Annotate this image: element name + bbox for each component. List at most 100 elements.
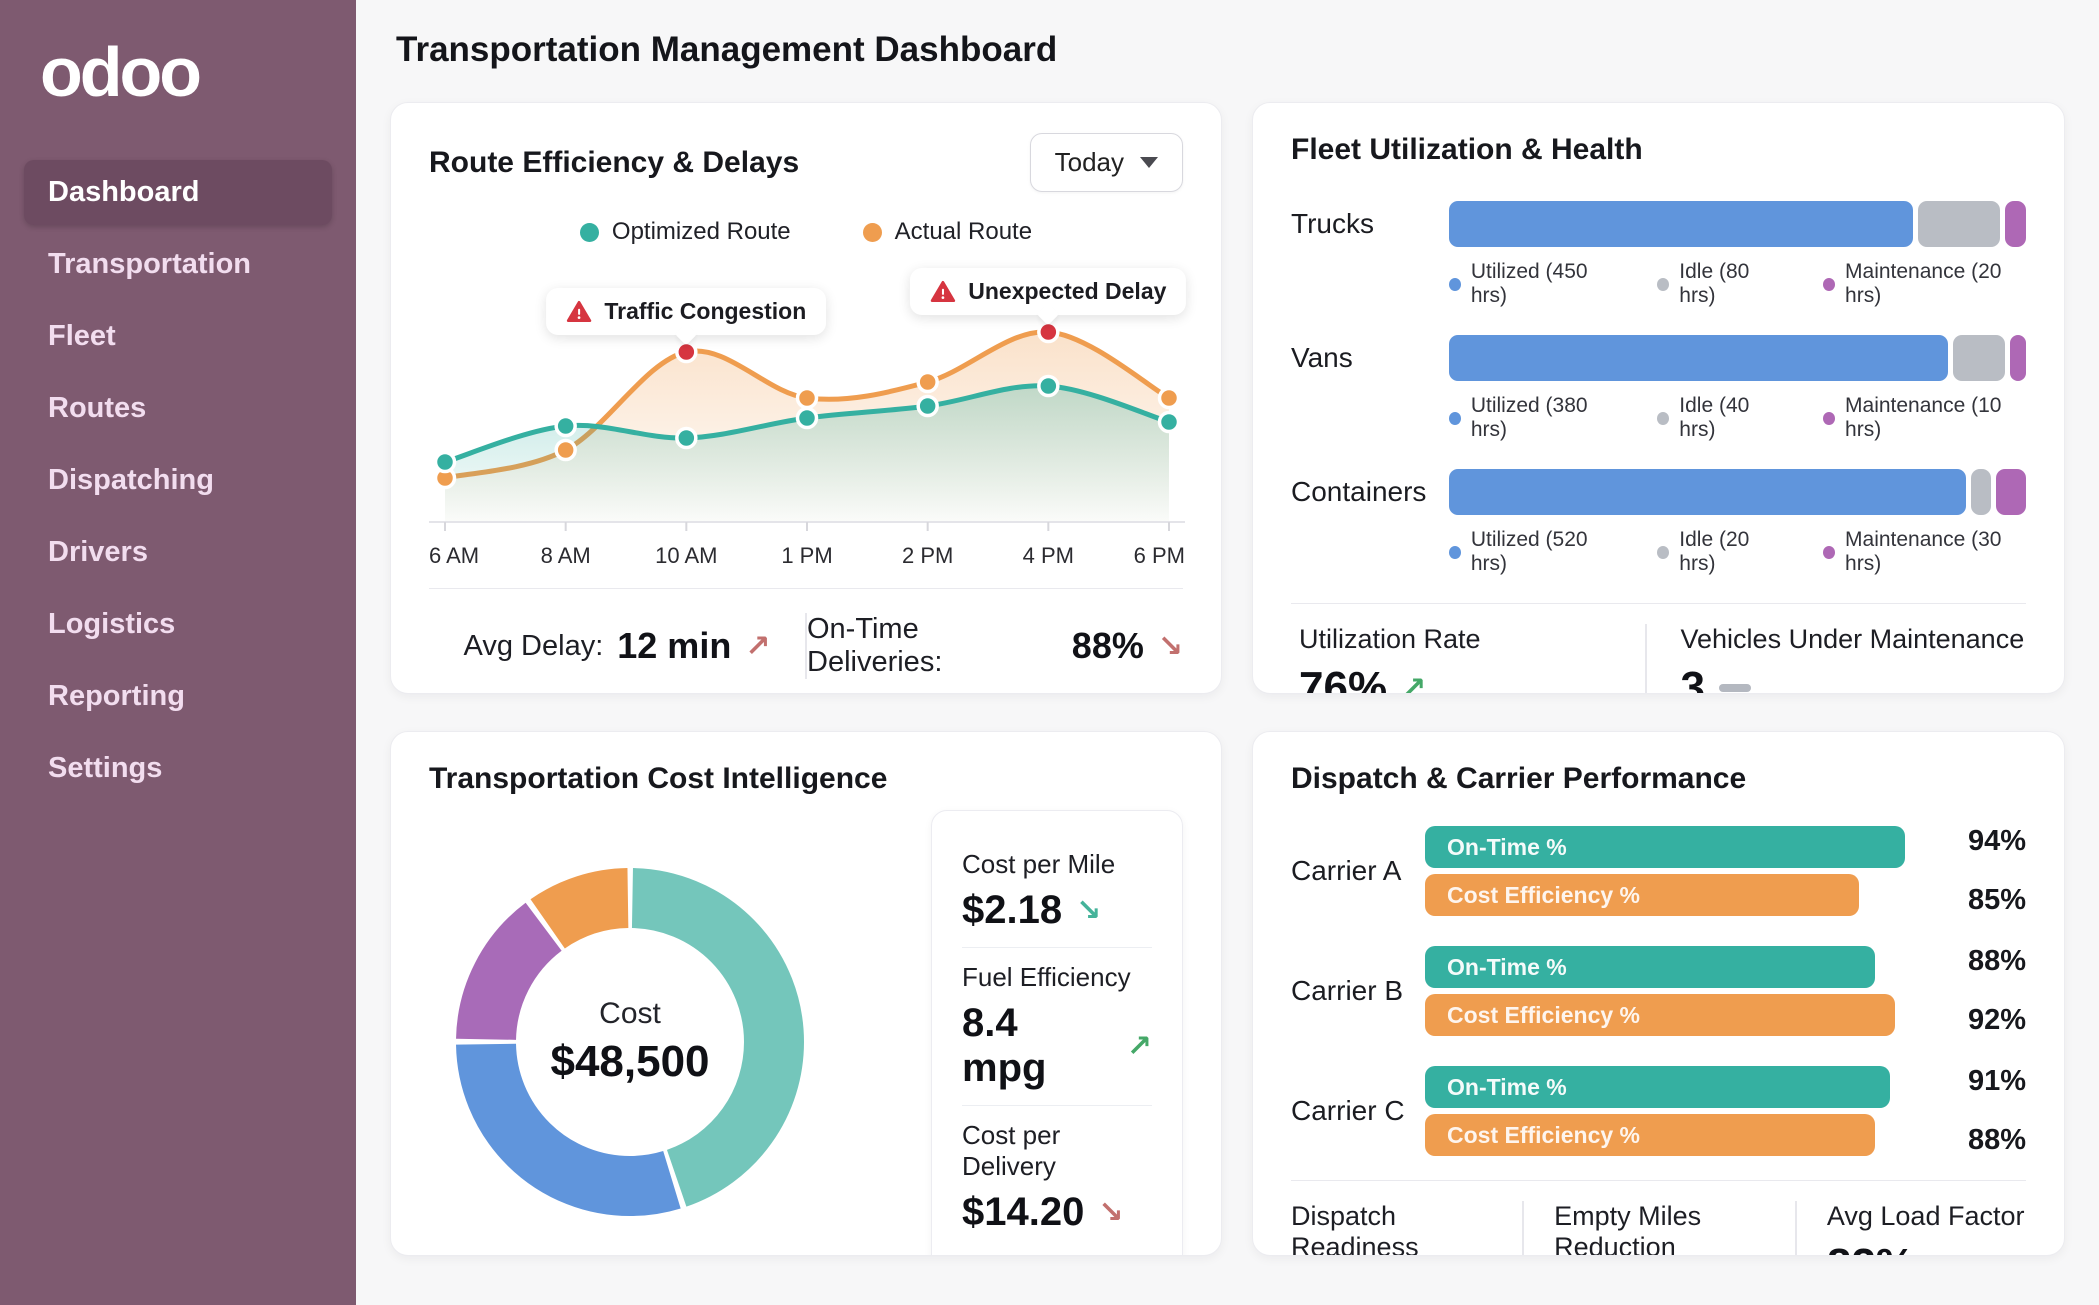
chart-annotation: Traffic Congestion bbox=[546, 288, 827, 335]
page-title: Transportation Management Dashboard bbox=[396, 30, 1058, 69]
card-title: Transportation Cost Intelligence bbox=[429, 762, 888, 795]
x-axis-label: 1 PM bbox=[781, 543, 832, 568]
legend-dot-icon bbox=[1823, 277, 1836, 291]
x-axis-label: 10 AM bbox=[655, 543, 717, 568]
cost-donut-chart: Cost $48,500 bbox=[445, 857, 815, 1227]
legend-dot-icon bbox=[1449, 277, 1461, 291]
main-content: Transportation Management Dashboard Rout… bbox=[356, 0, 2099, 1305]
chart-annotation: Unexpected Delay bbox=[910, 268, 1187, 315]
sidebar-item-logistics[interactable]: Logistics bbox=[48, 608, 176, 640]
legend-item: Utilized (380 hrs) bbox=[1449, 394, 1615, 442]
dispatch-performance-card: Dispatch & Carrier Performance Carrier A… bbox=[1252, 731, 2065, 1256]
fleet-category-label: Trucks bbox=[1291, 208, 1374, 239]
bar-label: On-Time % bbox=[1447, 953, 1567, 980]
avg-load-factor-stat: Avg Load Factor 82% bbox=[1794, 1201, 2026, 1255]
ontime-value: 88% bbox=[1071, 625, 1144, 666]
sidebar-item-reporting[interactable]: Reporting bbox=[48, 680, 185, 712]
utilization-rate-stat: Utilization Rate 76% ↗ bbox=[1291, 624, 1645, 693]
sidebar-item-fleet[interactable]: Fleet bbox=[48, 320, 116, 352]
data-point bbox=[916, 394, 939, 418]
carrier-row-b: Carrier B On-Time % Cost Efficiency % 88… bbox=[1291, 940, 2026, 1042]
bar-label: Cost Efficiency % bbox=[1447, 1121, 1640, 1148]
warning-icon bbox=[931, 280, 956, 302]
donut-center-value: $48,500 bbox=[550, 1037, 710, 1086]
legend-dot-icon bbox=[1657, 277, 1670, 291]
legend-item: Utilized (450 hrs) bbox=[1449, 260, 1615, 308]
data-point bbox=[554, 438, 577, 462]
bar-segment-maintenance bbox=[1996, 469, 2026, 515]
carrier-label: Carrier A bbox=[1291, 855, 1402, 886]
bar-label: On-Time % bbox=[1447, 833, 1567, 860]
carrier-bars-chart: Carrier A On-Time % Cost Efficiency % 94… bbox=[1291, 820, 2026, 1162]
fuel-efficiency-label: Fuel Efficiency bbox=[962, 962, 1131, 992]
sidebar-item-transportation[interactable]: Transportation bbox=[48, 248, 252, 280]
utilization-rate-label: Utilization Rate bbox=[1299, 624, 1481, 654]
bar-label: Cost Efficiency % bbox=[1447, 881, 1640, 908]
cost-per-mile-value: $2.18 bbox=[962, 888, 1063, 932]
legend-item: Utilized (520 hrs) bbox=[1449, 528, 1615, 576]
data-point bbox=[795, 406, 819, 430]
bar-segment-idle bbox=[1971, 469, 1992, 515]
empty-miles-label: Empty Miles Reduction bbox=[1554, 1201, 1702, 1256]
sidebar-item-dispatching[interactable]: Dispatching bbox=[48, 464, 214, 496]
carrier-label: Carrier B bbox=[1291, 975, 1404, 1006]
bar-segment-utilized bbox=[1449, 201, 1913, 247]
legend-item: Idle (20 hrs) bbox=[1657, 528, 1781, 576]
period-dropdown-label: Today bbox=[1054, 147, 1124, 177]
cost-efficiency-value: 85% bbox=[1967, 884, 2026, 916]
period-dropdown[interactable]: Today bbox=[1029, 133, 1183, 192]
route-efficiency-card: Route Efficiency & Delays Today Optimize… bbox=[390, 102, 1222, 694]
dispatch-readiness-label: Dispatch Readiness bbox=[1291, 1201, 1419, 1256]
cost-efficiency-bar: Cost Efficiency % bbox=[1425, 994, 1896, 1036]
trend-down-icon: ↘ bbox=[1098, 1196, 1124, 1229]
odoo-logo: odoo bbox=[40, 33, 202, 111]
cost-efficiency-bar: Cost Efficiency % bbox=[1425, 874, 1860, 916]
bar-segment-utilized bbox=[1449, 469, 1967, 515]
cost-efficiency-bar: Cost Efficiency % bbox=[1425, 1114, 1875, 1156]
fleet-utilization-card: Fleet Utilization & Health Trucks Utiliz… bbox=[1252, 102, 2065, 694]
legend-item: Maintenance (10 hrs) bbox=[1823, 394, 2026, 442]
legend-item: Idle (40 hrs) bbox=[1657, 394, 1781, 442]
bar-label: Cost Efficiency % bbox=[1447, 1001, 1640, 1028]
x-axis-label: 2 PM bbox=[902, 543, 953, 568]
legend-dot-icon bbox=[1449, 411, 1461, 425]
data-point bbox=[916, 370, 939, 394]
sidebar-item-drivers[interactable]: Drivers bbox=[48, 536, 148, 568]
sidebar-item-dashboard[interactable]: Dashboard bbox=[24, 160, 332, 225]
dispatch-card-footer: Dispatch Readiness 92% ✓ Empty Miles Red… bbox=[1291, 1180, 2026, 1256]
annotation-label: Unexpected Delay bbox=[968, 278, 1167, 304]
bar-legend: Utilized (380 hrs) Idle (40 hrs) Maintenan… bbox=[1449, 394, 2026, 442]
legend-dot-icon bbox=[1449, 545, 1461, 559]
trend-down-icon: ↘ bbox=[1157, 629, 1183, 663]
series-area bbox=[445, 385, 1169, 522]
cost-per-delivery-label: Cost per Delivery bbox=[962, 1120, 1061, 1181]
legend-dot-icon bbox=[1657, 411, 1670, 425]
donut-slice-fuel bbox=[456, 868, 804, 1216]
legend-item: Actual Route bbox=[862, 218, 1032, 246]
sidebar-item-settings[interactable]: Settings bbox=[48, 752, 163, 784]
data-point bbox=[795, 386, 819, 410]
alert-data-point bbox=[675, 340, 698, 364]
ontime-value: 94% bbox=[1967, 825, 2026, 857]
carrier-label: Carrier C bbox=[1291, 1095, 1405, 1126]
ontime-value: 88% bbox=[1967, 945, 2026, 977]
legend-item: Maintenance (30 hrs) bbox=[1823, 528, 2026, 576]
sidebar-item-routes[interactable]: Routes bbox=[48, 392, 147, 424]
fleet-category-label: Containers bbox=[1291, 476, 1427, 507]
sidebar: odoo Dashboard Transportation Fleet Rout… bbox=[0, 0, 356, 1305]
ontime-bar: On-Time % bbox=[1425, 826, 1906, 868]
stacked-bar bbox=[1449, 201, 2026, 247]
ontime-bar: On-Time % bbox=[1425, 946, 1875, 988]
legend-dot-icon bbox=[579, 222, 599, 242]
ontime-value: 91% bbox=[1967, 1065, 2026, 1097]
data-point bbox=[433, 450, 457, 474]
trend-down-icon: ↘ bbox=[1076, 894, 1102, 927]
card-title: Route Efficiency & Delays bbox=[429, 145, 800, 179]
fleet-bars-chart: Trucks Utilized (450 hrs) Idle (80 hrs) Ma… bbox=[1291, 201, 2026, 576]
x-axis-label: 6 PM bbox=[1134, 543, 1185, 568]
data-point bbox=[1157, 410, 1181, 434]
card-title: Fleet Utilization & Health bbox=[1291, 133, 1643, 166]
bar-legend: Utilized (450 hrs) Idle (80 hrs) Maintenan… bbox=[1449, 260, 2026, 308]
stacked-bar bbox=[1449, 335, 2026, 381]
ontime-bar: On-Time % bbox=[1425, 1066, 1890, 1108]
